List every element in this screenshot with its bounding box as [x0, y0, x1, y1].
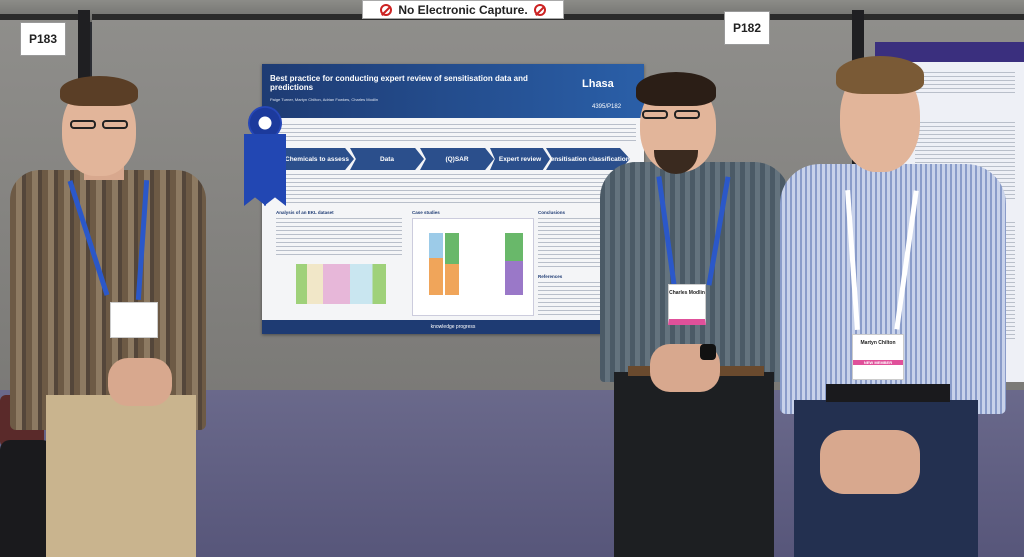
clasped-hands [108, 358, 172, 406]
badge-ribbon: NEW MEMBER [853, 360, 903, 365]
flow-step: Sensitisation classification [546, 148, 630, 170]
wristwatch [700, 344, 716, 360]
clasped-hands [820, 430, 920, 494]
hair [636, 72, 716, 106]
notice-text: No Electronic Capture. [398, 2, 528, 17]
poster-footer: knowledge progress [262, 320, 644, 334]
flow-step: (Q)SAR [420, 148, 494, 170]
hair [836, 56, 924, 94]
khaki-pants [46, 395, 196, 557]
workflow-diagram: Chemicals to assess Data (Q)SAR Expert r… [280, 148, 630, 170]
glasses [674, 110, 700, 119]
poster-text-block [915, 72, 1015, 96]
flow-step: Data [350, 148, 424, 170]
no-camera-icon [533, 3, 546, 16]
ribbon-tail [244, 134, 266, 206]
research-poster: Best practice for conducting expert revi… [262, 64, 644, 334]
glasses [102, 120, 128, 129]
flow-step: Expert review [490, 148, 550, 170]
name-badge: Charles Modlin [668, 284, 706, 325]
hair [60, 76, 138, 106]
board-number-sign: P183 [20, 22, 66, 56]
belt [826, 384, 950, 402]
ribbon-tail [264, 134, 286, 206]
no-camera-icon [380, 3, 393, 16]
glasses [70, 120, 96, 129]
poster-title: Best practice for conducting expert revi… [270, 74, 528, 92]
backpack [0, 440, 52, 557]
poster-section-label: Case studies [412, 210, 440, 215]
lhasa-logo: Lhasa [582, 78, 614, 90]
poster-flow-notes [282, 174, 632, 204]
poster-section-label: Analysis of an EKL dataset [276, 210, 334, 215]
sankey-diagram [296, 264, 386, 304]
badge-name: Charles Modlin [669, 290, 705, 296]
board-number-sign: P182 [724, 11, 770, 45]
result-column [505, 233, 523, 295]
badge-name: Martyn Chilton [860, 340, 896, 346]
black-pants [614, 372, 774, 557]
poster-header: Best practice for conducting expert revi… [262, 64, 644, 118]
glasses [642, 110, 668, 119]
poster-text-block [276, 218, 402, 258]
poster-section-label: References [538, 274, 563, 279]
name-badge [110, 302, 158, 338]
poster-code: 4395/P182 [592, 104, 622, 110]
result-column [445, 233, 459, 295]
neighbor-poster-title: The use of in silico meth [885, 45, 1002, 56]
case-study-table [412, 218, 534, 316]
name-badge: Martyn Chilton NEW MEMBER [852, 334, 904, 380]
award-ribbon [244, 106, 288, 206]
poster-section-label: Conclusions [538, 210, 566, 215]
poster-intro-text [270, 124, 636, 142]
flow-step: Chemicals to assess [280, 148, 354, 170]
no-photo-notice: No Electronic Capture. [362, 0, 564, 19]
result-column [429, 233, 443, 295]
poster-authors: Paige Turner, Martyn Chilton, Adrian Fow… [270, 97, 379, 102]
